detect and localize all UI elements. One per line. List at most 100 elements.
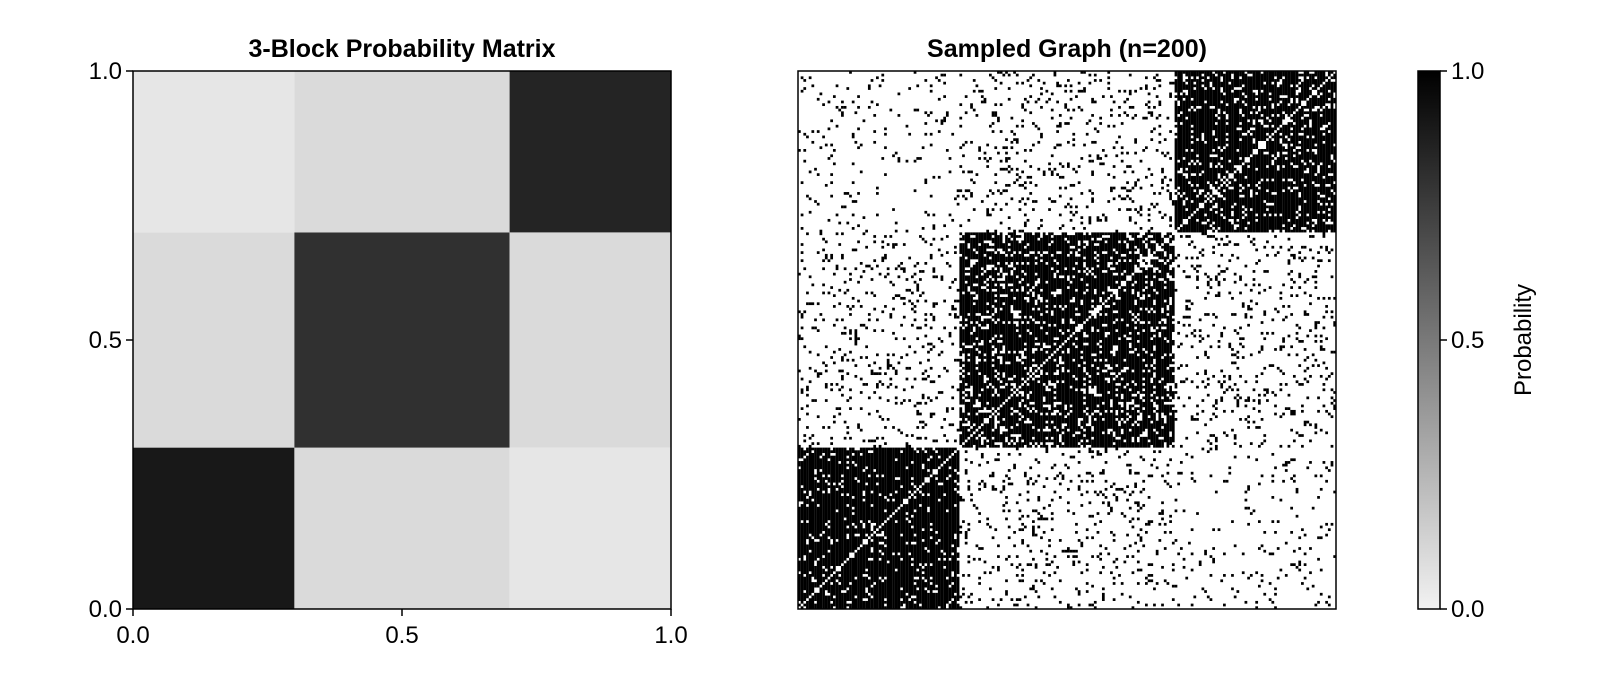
edge-run: [929, 111, 933, 115]
edge-run: [913, 498, 917, 510]
edge-run: [997, 280, 1000, 319]
matrix-cell-0-1: [133, 232, 295, 448]
edge-run: [991, 291, 995, 306]
edge-run: [1266, 205, 1269, 209]
edge-run: [1295, 431, 1299, 435]
edge-run: [1048, 197, 1051, 201]
edge-run: [1123, 256, 1127, 260]
edge-run: [1260, 181, 1264, 233]
edge-run: [1042, 530, 1046, 534]
edge-run: [1301, 130, 1304, 133]
edge-run: [1214, 444, 1218, 451]
edge-run: [1058, 331, 1062, 346]
edge-run: [830, 455, 834, 540]
edge-run: [1007, 380, 1011, 397]
edge-run: [867, 396, 871, 400]
edge-run: [1309, 127, 1312, 160]
edge-run: [1023, 248, 1027, 254]
edge-run: [997, 189, 1000, 193]
x-tick-label: 1.0: [654, 622, 687, 649]
edge-run: [1007, 216, 1011, 219]
edge-run: [1015, 565, 1019, 569]
edge-run: [986, 606, 990, 610]
edge-run: [854, 200, 858, 203]
edge-run: [1303, 256, 1307, 260]
edge-run: [924, 313, 928, 316]
edge-run: [1037, 345, 1041, 367]
edge-run: [927, 471, 930, 478]
edge-run: [1150, 331, 1154, 338]
edge-run: [1233, 544, 1237, 548]
edge-run: [1204, 313, 1207, 316]
edge-run: [830, 194, 834, 198]
edge-run: [924, 261, 928, 265]
edge-run: [1007, 482, 1011, 486]
edge-run: [975, 84, 979, 88]
edge-run: [1220, 579, 1224, 583]
edge-run: [1107, 383, 1111, 392]
edge-run: [1161, 565, 1164, 569]
edge-run: [999, 221, 1003, 225]
edge-run: [1290, 116, 1294, 120]
edge-run: [1077, 256, 1081, 271]
edge-run: [1037, 369, 1041, 376]
edge-run: [1136, 582, 1140, 585]
edge-run: [1247, 224, 1250, 233]
edge-run: [1193, 245, 1197, 249]
edge-run: [1257, 111, 1261, 120]
edge-run: [1110, 407, 1113, 410]
edge-run: [1118, 385, 1121, 402]
edge-run: [846, 358, 850, 362]
edge-run: [929, 143, 933, 147]
edge-run: [997, 264, 1000, 273]
edge-run: [1037, 140, 1041, 144]
edge-run: [806, 135, 809, 139]
edge-run: [1093, 140, 1097, 144]
edge-run: [1128, 493, 1132, 497]
edge-run: [1136, 407, 1140, 410]
edge-run: [1290, 87, 1294, 98]
edge-run: [1099, 122, 1103, 125]
edge-run: [1241, 356, 1245, 359]
edge-run: [876, 264, 879, 268]
edge-run: [1274, 412, 1277, 416]
edge-run: [959, 525, 963, 529]
edge-run: [1104, 461, 1108, 464]
edge-run: [1241, 71, 1245, 85]
edge-run: [1153, 450, 1156, 454]
edge-run: [951, 455, 955, 545]
edge-run: [1217, 149, 1221, 163]
edge-run: [978, 547, 981, 550]
edge-run: [1013, 393, 1016, 410]
edge-run: [1134, 501, 1137, 505]
edge-run: [967, 270, 971, 273]
edge-run: [1257, 291, 1261, 295]
edge-run: [1325, 522, 1328, 526]
edge-run: [1290, 530, 1294, 534]
edge-run: [1247, 420, 1250, 424]
edge-run: [1056, 272, 1059, 289]
edge-run: [1301, 434, 1304, 437]
edge-run: [1021, 385, 1025, 392]
edge-run: [1214, 294, 1218, 298]
edge-run: [822, 318, 825, 322]
edge-run: [1110, 270, 1113, 289]
edge-run: [1295, 337, 1299, 341]
edge-run: [999, 286, 1003, 295]
edge-run: [1131, 383, 1135, 394]
edge-run: [1150, 383, 1154, 394]
edge-run: [892, 426, 895, 429]
edge-run: [1174, 584, 1178, 588]
edge-run: [873, 361, 877, 365]
edge-run: [1306, 79, 1310, 98]
edge-run: [959, 224, 963, 228]
edge-run: [1029, 253, 1033, 289]
edge-run: [1153, 407, 1156, 410]
edge-run: [873, 471, 877, 523]
edge-run: [1306, 334, 1310, 338]
edge-run: [1319, 130, 1323, 163]
edge-run: [991, 356, 995, 359]
edge-run: [927, 358, 930, 362]
edge-run: [1330, 461, 1334, 467]
edge-run: [1166, 404, 1170, 448]
